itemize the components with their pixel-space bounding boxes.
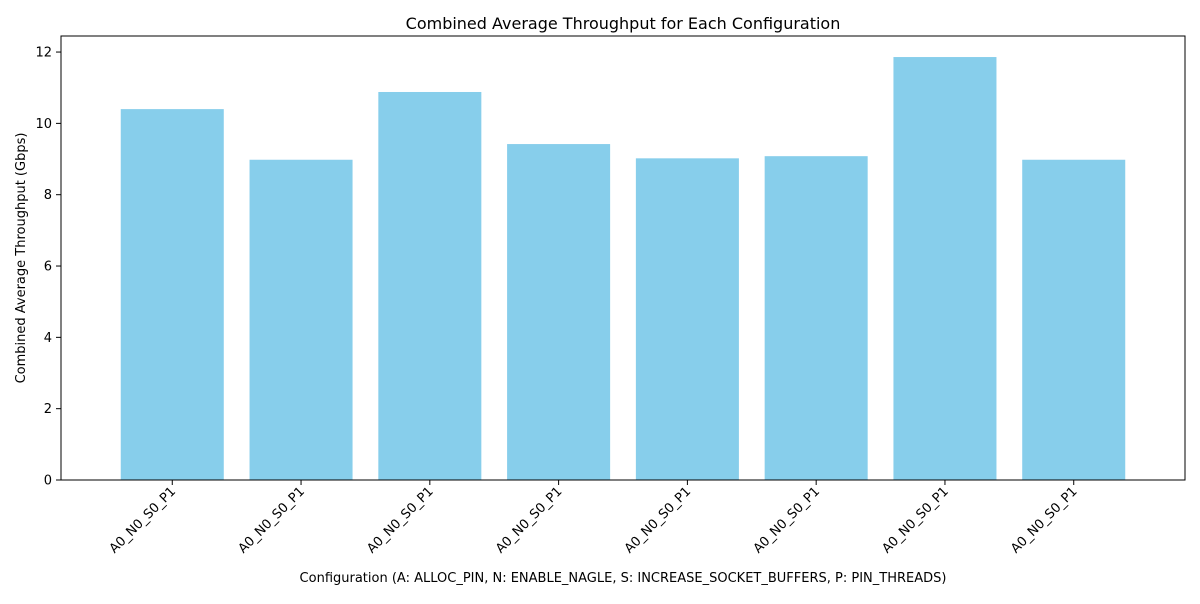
- x-tick-label: A0_N0_S0_P1: [879, 484, 951, 556]
- bar: [635, 158, 739, 480]
- y-axis: 0 2 4 6 8 10 12: [35, 46, 61, 489]
- bar: [120, 109, 224, 481]
- x-tick-label: A0_N0_S0_P1: [622, 484, 694, 556]
- chart-title: Combined Average Throughput for Each Con…: [406, 14, 841, 33]
- bar: [1022, 159, 1126, 480]
- y-tick-label: 0: [44, 474, 52, 489]
- y-tick-label: 10: [35, 117, 52, 132]
- x-tick-label: A0_N0_S0_P1: [364, 484, 436, 556]
- bar: [507, 144, 611, 480]
- bars-layer: [120, 57, 1126, 481]
- y-tick-label: 6: [44, 260, 52, 275]
- y-tick-label: 12: [35, 46, 52, 61]
- plot-frame: [60, 35, 1186, 481]
- y-tick-label: 4: [44, 331, 52, 346]
- bar: [378, 91, 482, 481]
- y-axis-label: Combined Average Throughput (Gbps): [14, 133, 29, 384]
- x-tick-label: A0_N0_S0_P1: [107, 484, 179, 556]
- y-tick-label: 2: [44, 402, 52, 417]
- x-axis: A0_N0_S0_P1 A0_N0_S0_P1 A0_N0_S0_P1 A0_N0_S…: [107, 480, 1081, 557]
- x-axis-label: Configuration (A: ALLOC_PIN, N: ENABLE_N…: [300, 571, 947, 586]
- bar: [893, 57, 997, 480]
- y-tick-label: 8: [44, 188, 52, 203]
- bar: [249, 159, 353, 480]
- x-tick-label: A0_N0_S0_P1: [751, 484, 823, 556]
- x-tick-label: A0_N0_S0_P1: [236, 484, 308, 556]
- x-tick-label: A0_N0_S0_P1: [1008, 484, 1080, 556]
- x-tick-label: A0_N0_S0_P1: [493, 484, 565, 556]
- bar: [764, 156, 868, 480]
